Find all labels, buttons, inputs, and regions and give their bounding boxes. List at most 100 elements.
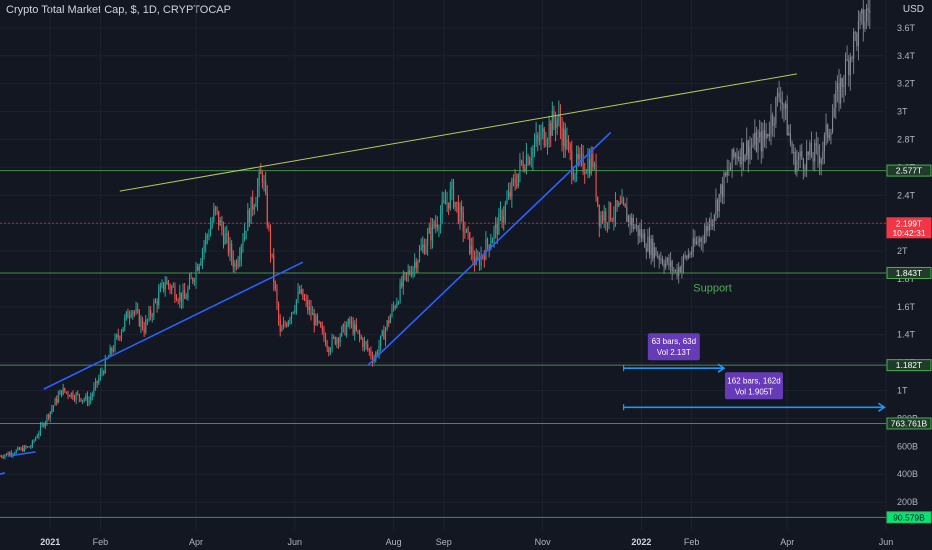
support-trendline (0, 472, 6, 475)
candle-body (747, 140, 749, 160)
candle-body (561, 127, 563, 146)
candle-body (205, 236, 207, 246)
candle-body (232, 257, 234, 267)
candle-body (522, 162, 524, 169)
candle-body (461, 206, 463, 213)
candle-body (433, 222, 435, 227)
candle-body (708, 219, 711, 231)
candle-body (755, 132, 757, 152)
candle-body (402, 274, 404, 287)
candle-body (543, 128, 545, 146)
candle-body (253, 206, 255, 210)
candle-body (80, 398, 82, 402)
candle-body (9, 452, 11, 455)
candle-body (286, 324, 288, 326)
candle-body (857, 21, 860, 46)
candle-body (417, 260, 419, 269)
candle-body (124, 317, 126, 328)
candle-body (574, 173, 576, 180)
candle-body (276, 288, 278, 304)
candle-body (563, 129, 565, 146)
candle-body (718, 194, 720, 212)
candle-body (869, 10, 871, 13)
candle-body (31, 440, 33, 447)
candle-body (302, 289, 304, 300)
grid-lines (0, 0, 887, 530)
candle-body (820, 158, 822, 164)
candle-body (388, 320, 390, 324)
level-badge (886, 217, 932, 239)
candle-body (407, 270, 409, 274)
candle-body (579, 154, 581, 160)
measure-arrowhead (877, 402, 886, 412)
candle-body (185, 298, 187, 300)
candle-body (616, 200, 618, 207)
candle-body (352, 322, 354, 334)
candle-body (260, 172, 262, 174)
candle-body (106, 358, 108, 360)
candle-body (546, 140, 549, 145)
candle-body (767, 133, 769, 137)
candle-body (4, 455, 6, 458)
candle-body (38, 433, 40, 437)
candle-body (120, 331, 123, 338)
x-tick-label: Jun (879, 537, 894, 547)
support-trendline (7, 451, 36, 457)
candle-body (540, 132, 542, 141)
candle-body (195, 266, 197, 281)
candle-body (5, 453, 8, 456)
candle-body (828, 134, 830, 138)
candle-body (271, 253, 273, 256)
candle-body (695, 241, 698, 244)
candle-body (443, 200, 445, 202)
candle-body (556, 117, 558, 129)
y-tick-label: 3.4T (897, 51, 916, 61)
candle-body (627, 216, 630, 222)
candle-body (279, 319, 281, 332)
candle-body (645, 247, 647, 252)
candle-body (846, 59, 848, 61)
candle-body (33, 440, 35, 442)
candle-body (564, 129, 566, 150)
candle-body (770, 115, 772, 135)
candle-body (692, 238, 694, 253)
candle-body (520, 160, 523, 163)
candle-body (216, 206, 218, 211)
candle-body (289, 318, 291, 322)
candle-body (807, 151, 809, 155)
candle-body (864, 21, 866, 29)
candle-body (699, 238, 701, 243)
candle-body (410, 273, 412, 276)
candle-body (367, 344, 369, 350)
candle-body (109, 347, 111, 357)
candle-body (660, 258, 662, 260)
candle-body (363, 341, 366, 347)
candle-body (114, 337, 116, 350)
currency-label[interactable]: USD (902, 4, 924, 15)
candles (0, 0, 871, 460)
candle-body (192, 278, 194, 282)
y-tick-label: 600B (897, 441, 918, 451)
candle-body (104, 358, 106, 374)
candle-body (180, 292, 182, 303)
candle-body (720, 184, 722, 195)
level-badge (886, 164, 932, 177)
candle-body (49, 411, 51, 419)
measure-box (724, 372, 783, 400)
candle-body (77, 393, 79, 395)
candle-body (644, 233, 646, 248)
x-tick-label: Aug (386, 537, 402, 547)
candle-body (83, 399, 85, 401)
candle-body (780, 98, 782, 103)
candle-body (666, 258, 668, 263)
candle-body (793, 151, 795, 153)
level-badge-label: 90.579B (893, 512, 925, 522)
candle-body (25, 446, 27, 448)
candle-body (20, 447, 22, 450)
y-tick-label: 1.4T (897, 330, 916, 340)
candle-body (705, 226, 707, 234)
candle-body (503, 215, 505, 223)
candle-body (39, 425, 42, 434)
candle-body (265, 181, 267, 193)
